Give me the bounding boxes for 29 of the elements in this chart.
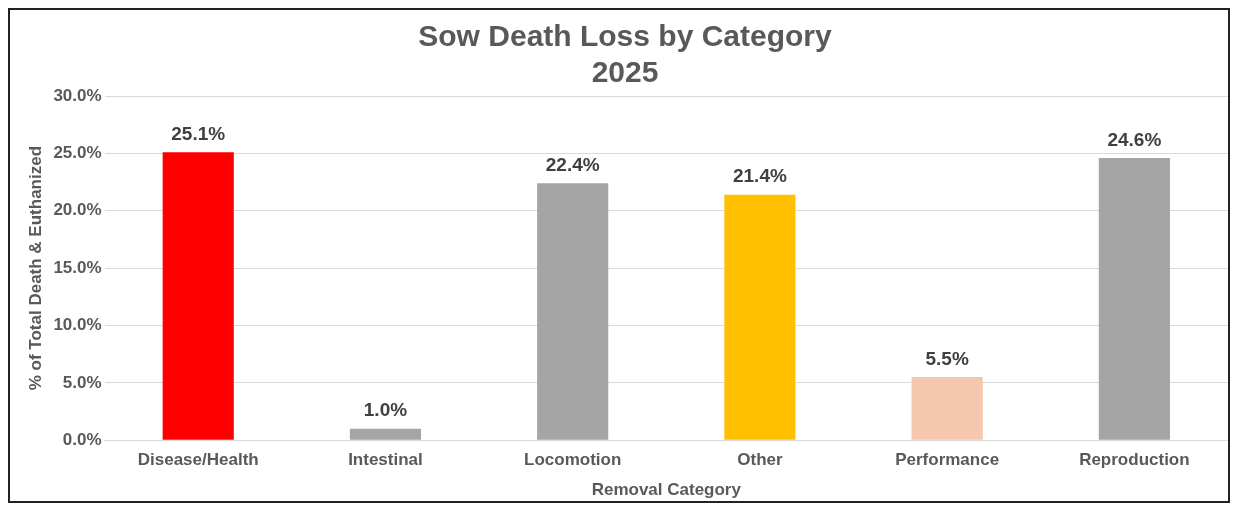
data-label: 25.1% (171, 122, 226, 144)
x-tick-label: Locomotion (524, 450, 622, 470)
x-tick-label: Intestinal (348, 450, 423, 470)
y-tick-label: 0.0% (62, 429, 102, 449)
bar (724, 194, 796, 440)
x-tick-label: Other (737, 450, 783, 470)
bar (911, 377, 983, 440)
y-tick-label: 10.0% (53, 315, 102, 335)
bar (1098, 157, 1170, 440)
y-tick-label: 20.0% (53, 200, 102, 220)
y-tick-label: 25.0% (53, 143, 102, 163)
data-label: 1.0% (363, 399, 408, 421)
chart-title: Sow Death Loss by Category (418, 19, 833, 53)
data-label: 5.5% (925, 347, 969, 369)
bar (349, 428, 422, 440)
x-tick-label: Performance (895, 450, 1000, 470)
x-tick-label: Reproduction (1079, 450, 1190, 470)
x-tick-label: Disease/Health (137, 450, 259, 470)
data-label: 22.4% (545, 153, 600, 175)
data-label: 24.6% (1107, 128, 1162, 150)
bar (537, 183, 609, 440)
bar (162, 152, 234, 440)
y-tick-label: 5.0% (62, 372, 102, 392)
y-tick-label: 15.0% (53, 257, 102, 277)
y-axis-title: % of Total Death & Euthanized (25, 145, 45, 391)
y-tick-label: 30.0% (53, 85, 102, 105)
data-label: 21.4% (732, 165, 787, 187)
chart-subtitle: 2025 (591, 55, 659, 89)
x-axis-title: Removal Category (591, 480, 742, 500)
